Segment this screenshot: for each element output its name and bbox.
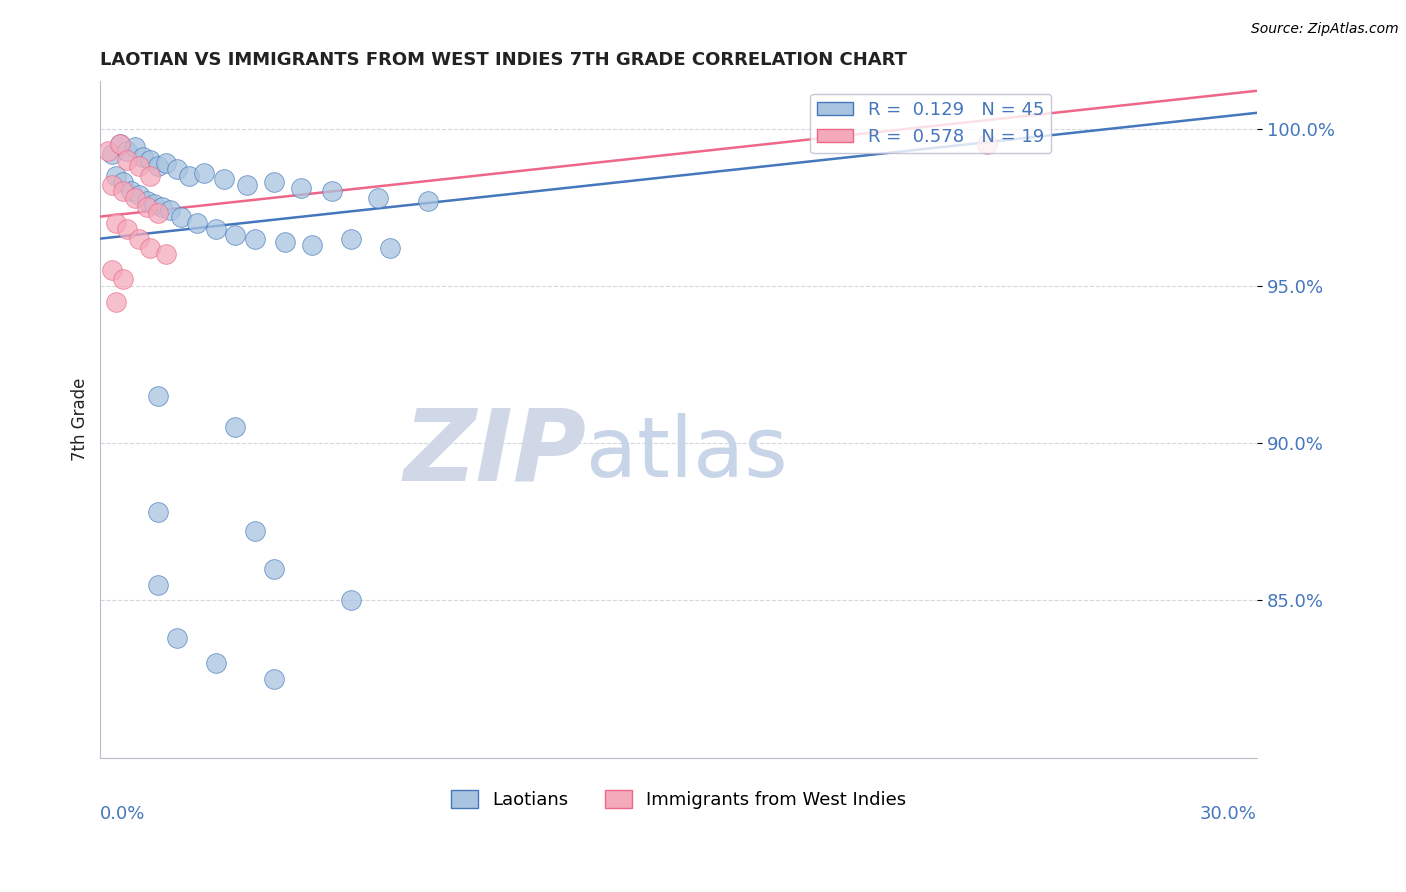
Point xyxy=(112,185,135,199)
Point xyxy=(101,263,124,277)
Point xyxy=(101,146,124,161)
Text: LAOTIAN VS IMMIGRANTS FROM WEST INDIES 7TH GRADE CORRELATION CHART: LAOTIAN VS IMMIGRANTS FROM WEST INDIES 7… xyxy=(100,51,907,69)
Point xyxy=(135,200,157,214)
Point xyxy=(290,181,312,195)
Point xyxy=(212,172,235,186)
Point xyxy=(143,197,166,211)
Point xyxy=(117,222,139,236)
Point xyxy=(104,216,127,230)
Point xyxy=(148,389,170,403)
Point xyxy=(117,153,139,167)
Text: 30.0%: 30.0% xyxy=(1201,805,1257,822)
Point xyxy=(224,420,246,434)
Point xyxy=(976,137,998,152)
Point xyxy=(132,150,155,164)
Point xyxy=(128,187,150,202)
Point xyxy=(135,194,157,208)
Point xyxy=(243,524,266,538)
Point xyxy=(224,228,246,243)
Point xyxy=(155,156,177,170)
Point xyxy=(166,162,188,177)
Point xyxy=(120,185,142,199)
Text: 0.0%: 0.0% xyxy=(100,805,146,822)
Point xyxy=(148,577,170,591)
Point xyxy=(243,231,266,245)
Point xyxy=(166,631,188,645)
Point xyxy=(155,247,177,261)
Point xyxy=(124,191,146,205)
Point xyxy=(340,593,363,607)
Point xyxy=(148,159,170,173)
Point xyxy=(148,505,170,519)
Point xyxy=(340,231,363,245)
Point xyxy=(104,294,127,309)
Point xyxy=(263,672,285,686)
Text: ZIP: ZIP xyxy=(404,405,586,502)
Point xyxy=(321,185,343,199)
Point xyxy=(177,169,200,183)
Point xyxy=(112,272,135,286)
Point xyxy=(416,194,439,208)
Point xyxy=(274,235,297,249)
Point xyxy=(139,153,162,167)
Point xyxy=(236,178,259,193)
Point xyxy=(128,159,150,173)
Point xyxy=(263,562,285,576)
Point xyxy=(301,238,323,252)
Point xyxy=(108,137,131,152)
Point xyxy=(148,206,170,220)
Point xyxy=(193,165,215,179)
Point xyxy=(128,231,150,245)
Point xyxy=(205,222,228,236)
Point xyxy=(367,191,389,205)
Point xyxy=(112,175,135,189)
Point xyxy=(139,169,162,183)
Text: atlas: atlas xyxy=(586,413,787,494)
Point xyxy=(139,241,162,255)
Point xyxy=(97,144,120,158)
Y-axis label: 7th Grade: 7th Grade xyxy=(72,378,89,461)
Point xyxy=(378,241,401,255)
Point xyxy=(101,178,124,193)
Point xyxy=(170,210,193,224)
Point xyxy=(159,203,181,218)
Legend: Laotians, Immigrants from West Indies: Laotians, Immigrants from West Indies xyxy=(444,782,914,816)
Point xyxy=(108,137,131,152)
Point xyxy=(263,175,285,189)
Point xyxy=(124,140,146,154)
Point xyxy=(186,216,208,230)
Point xyxy=(117,144,139,158)
Text: Source: ZipAtlas.com: Source: ZipAtlas.com xyxy=(1251,22,1399,37)
Point xyxy=(104,169,127,183)
Point xyxy=(150,200,173,214)
Point xyxy=(205,657,228,671)
